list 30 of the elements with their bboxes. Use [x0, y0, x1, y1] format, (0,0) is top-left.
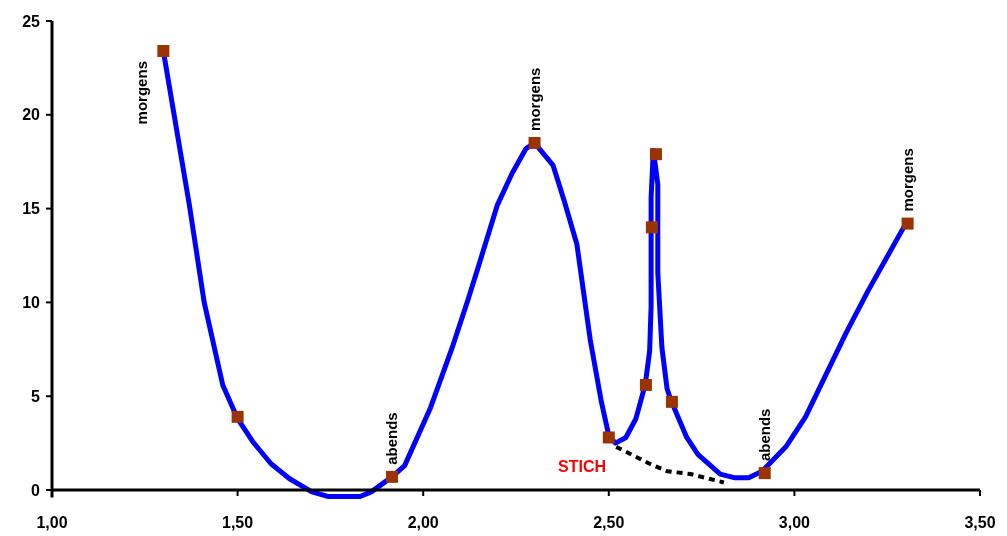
annotation: morgens: [525, 67, 543, 131]
line-series: [614, 444, 726, 485]
y-tick-label: 10: [22, 294, 41, 311]
point: [639, 378, 652, 391]
x-tick-label: 1,00: [36, 514, 68, 531]
point: [386, 470, 399, 483]
point: [758, 467, 771, 480]
x-tick-label: 2,00: [407, 514, 439, 531]
x-tick-label: 1,50: [222, 514, 254, 531]
y-tick-label: 5: [31, 387, 41, 405]
point: [665, 395, 678, 408]
point: [602, 431, 615, 444]
annotation: STICH: [558, 458, 606, 475]
point: [157, 45, 170, 58]
point: [528, 136, 541, 149]
x-tick-label: 3,00: [778, 514, 811, 531]
x-tick-label: 3,50: [964, 514, 996, 531]
point: [645, 221, 658, 234]
y-tick-label: 20: [22, 106, 41, 124]
annotation: abends: [383, 412, 401, 465]
y-tick-label: 25: [22, 12, 41, 30]
y-tick-label: 0: [31, 481, 41, 499]
annotation: morgens: [133, 61, 151, 125]
point: [649, 148, 662, 161]
annotation: morgens: [898, 148, 916, 212]
point: [901, 217, 914, 230]
x-tick-label: 2,50: [593, 514, 625, 531]
point: [231, 410, 244, 423]
annotation: abends: [755, 408, 773, 462]
y-tick-label: 15: [22, 200, 41, 218]
